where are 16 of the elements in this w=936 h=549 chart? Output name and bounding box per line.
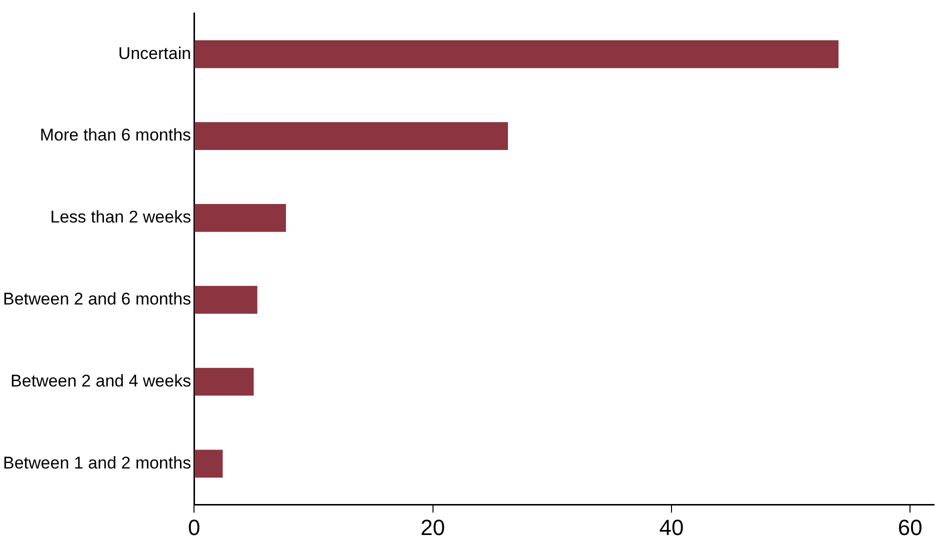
bar: [194, 450, 223, 478]
bar: [194, 122, 508, 150]
y-tick-label: Less than 2 weeks: [50, 208, 192, 227]
y-tick-label: Uncertain: [118, 44, 192, 63]
bar: [194, 368, 254, 396]
bar: [194, 40, 839, 68]
x-tick-label: 0: [188, 514, 200, 540]
y-tick-label: Between 1 and 2 months: [2, 453, 192, 472]
x-tick-label: 40: [659, 514, 684, 540]
y-tick-label: Between 2 and 4 weeks: [10, 371, 192, 390]
bar: [194, 204, 286, 232]
bar: [194, 286, 258, 314]
x-tick-label: 20: [420, 514, 445, 540]
y-tick-label: Between 2 and 6 months: [2, 290, 192, 309]
x-tick-label: 60: [898, 514, 922, 540]
y-tick-label: More than 6 months: [40, 126, 192, 145]
